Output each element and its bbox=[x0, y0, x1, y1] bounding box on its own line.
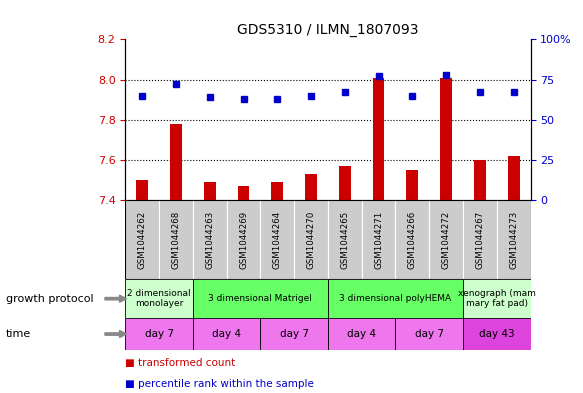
Bar bbox=[463, 200, 497, 279]
Text: GSM1044265: GSM1044265 bbox=[340, 211, 349, 269]
Bar bbox=[474, 160, 486, 200]
Bar bbox=[294, 200, 328, 279]
Text: time: time bbox=[6, 329, 31, 339]
Bar bbox=[395, 318, 463, 350]
Text: GSM1044264: GSM1044264 bbox=[273, 211, 282, 269]
Bar bbox=[440, 77, 452, 200]
Bar bbox=[159, 200, 193, 279]
Bar bbox=[328, 279, 463, 318]
Text: day 7: day 7 bbox=[280, 329, 308, 339]
Text: day 7: day 7 bbox=[145, 329, 174, 339]
Bar bbox=[170, 124, 182, 200]
Text: 3 dimensional Matrigel: 3 dimensional Matrigel bbox=[209, 294, 312, 303]
Bar bbox=[395, 200, 429, 279]
Text: 2 dimensional
monolayer: 2 dimensional monolayer bbox=[127, 289, 191, 309]
Text: day 43: day 43 bbox=[479, 329, 515, 339]
Text: GSM1044271: GSM1044271 bbox=[374, 211, 383, 269]
Bar bbox=[193, 279, 328, 318]
Text: GSM1044266: GSM1044266 bbox=[408, 211, 417, 269]
Text: day 4: day 4 bbox=[347, 329, 376, 339]
Text: ■ percentile rank within the sample: ■ percentile rank within the sample bbox=[125, 379, 314, 389]
Text: GSM1044268: GSM1044268 bbox=[171, 211, 181, 269]
Text: growth protocol: growth protocol bbox=[6, 294, 93, 304]
Text: 3 dimensional polyHEMA: 3 dimensional polyHEMA bbox=[339, 294, 451, 303]
Bar bbox=[361, 200, 395, 279]
Bar bbox=[497, 200, 531, 279]
Bar bbox=[136, 180, 148, 200]
Text: ■ transformed count: ■ transformed count bbox=[125, 358, 236, 367]
Bar bbox=[429, 200, 463, 279]
Text: day 7: day 7 bbox=[415, 329, 444, 339]
Bar bbox=[261, 318, 328, 350]
Text: GSM1044270: GSM1044270 bbox=[307, 211, 315, 269]
Text: xenograph (mam
mary fat pad): xenograph (mam mary fat pad) bbox=[458, 289, 536, 309]
Bar bbox=[125, 279, 193, 318]
Bar bbox=[463, 279, 531, 318]
Bar bbox=[508, 156, 519, 200]
Bar bbox=[328, 318, 395, 350]
Title: GDS5310 / ILMN_1807093: GDS5310 / ILMN_1807093 bbox=[237, 23, 419, 37]
Bar bbox=[373, 77, 385, 200]
Text: GSM1044273: GSM1044273 bbox=[509, 211, 518, 269]
Bar bbox=[204, 182, 216, 200]
Bar bbox=[261, 200, 294, 279]
Bar bbox=[193, 318, 261, 350]
Bar bbox=[271, 182, 283, 200]
Text: GSM1044262: GSM1044262 bbox=[138, 211, 147, 269]
Bar bbox=[125, 200, 159, 279]
Bar bbox=[328, 200, 361, 279]
Bar bbox=[238, 186, 250, 200]
Bar bbox=[305, 174, 317, 200]
Text: GSM1044272: GSM1044272 bbox=[441, 211, 451, 269]
Bar bbox=[227, 200, 261, 279]
Bar bbox=[463, 318, 531, 350]
Text: GSM1044269: GSM1044269 bbox=[239, 211, 248, 269]
Text: GSM1044263: GSM1044263 bbox=[205, 211, 215, 269]
Text: GSM1044267: GSM1044267 bbox=[475, 211, 484, 269]
Bar bbox=[193, 200, 227, 279]
Bar bbox=[125, 318, 193, 350]
Bar bbox=[406, 170, 418, 200]
Text: day 4: day 4 bbox=[212, 329, 241, 339]
Bar bbox=[339, 166, 351, 200]
